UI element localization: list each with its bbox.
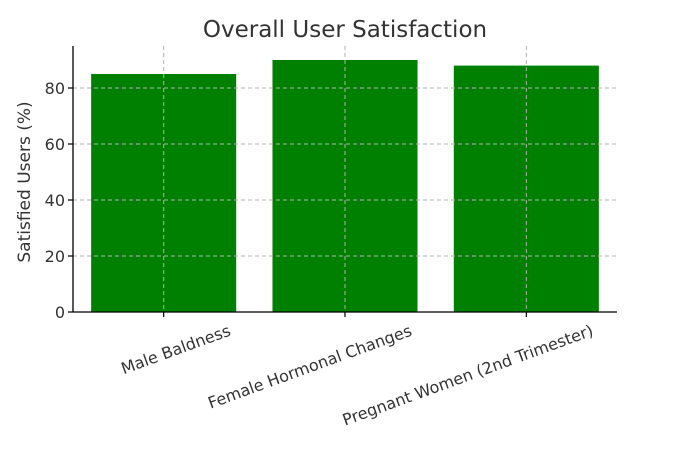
grid [73,46,617,312]
y-tick-label-1: 20 [45,247,65,266]
y-tick-label-0: 0 [55,303,65,322]
y-tick-label-3: 60 [45,135,65,154]
axes [68,46,617,317]
chart-title: Overall User Satisfaction [203,17,487,43]
y-tick-label-2: 40 [45,191,65,210]
x-tick-label-0: Male Baldness [118,321,233,378]
y-axis-label: Satisfied Users (%) [15,101,35,262]
y-tick-label-4: 80 [45,79,65,98]
